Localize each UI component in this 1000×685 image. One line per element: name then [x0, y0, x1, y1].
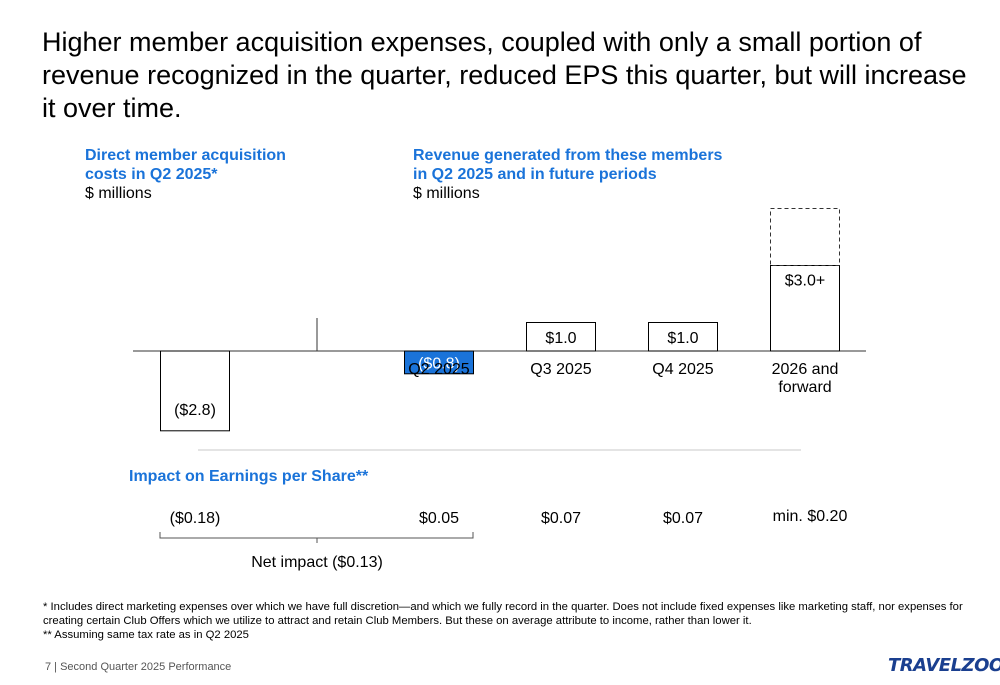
bar-2	[526, 322, 596, 352]
category-label-4-1: forward	[778, 379, 831, 396]
data-label-1: ($0.8)	[418, 355, 460, 372]
eps-title: Impact on Earnings per Share**	[129, 468, 369, 485]
eps-value-0: ($0.18)	[170, 510, 221, 527]
data-label-4: $3.0+	[785, 273, 825, 290]
category-label-2: Q3 2025	[530, 361, 591, 378]
left-panel-unit: $ millions	[85, 185, 152, 202]
right-panel-header: Revenue generated from these members in …	[413, 146, 773, 203]
eps-value-1: $0.05	[419, 510, 459, 527]
net-impact-bracket	[159, 532, 474, 543]
footnote-2: ** Assuming same tax rate as in Q2 2025	[43, 629, 249, 641]
data-label-0: ($2.8)	[174, 402, 216, 419]
data-label-3: $1.0	[667, 330, 698, 347]
bar-1	[404, 350, 474, 375]
logo-text: TRAVELZOO	[888, 655, 1000, 676]
category-label-4: 2026 and	[772, 361, 839, 378]
eps-value-3: $0.07	[663, 510, 703, 527]
right-panel-title-line1: Revenue generated from these members	[413, 147, 723, 164]
right-panel-title-line2: in Q2 2025 and in future periods	[413, 166, 657, 183]
headline: Higher member acquisition expenses, coup…	[42, 27, 967, 123]
bar-3	[648, 322, 718, 352]
eps-value-2: $0.07	[541, 510, 581, 527]
eps-value-4: min. $0.20	[773, 508, 848, 525]
footnotes: * Includes direct marketing expenses ove…	[43, 600, 973, 642]
left-panel-title-line1: Direct member acquisition	[85, 147, 286, 164]
left-panel-title-line2: costs in Q2 2025*	[85, 166, 218, 183]
travelzoo-logo: TRAVELZOO®	[888, 655, 1000, 676]
category-label-1: Q2 2025	[408, 361, 469, 378]
left-panel-header: Direct member acquisition costs in Q2 20…	[85, 146, 345, 203]
right-panel-unit: $ millions	[413, 185, 480, 202]
bar-0	[160, 350, 230, 432]
data-label-2: $1.0	[545, 330, 576, 347]
footnote-1: * Includes direct marketing expenses ove…	[43, 601, 963, 627]
category-label-3: Q4 2025	[652, 361, 713, 378]
acquisition-revenue-chart: ($2.8) ($0.8)Q2 2025 $1.0 Q3 2025 $1.0 Q4 202…	[133, 208, 866, 571]
footer-page-label: 7 | Second Quarter 2025 Performance	[45, 661, 232, 673]
bar-4	[770, 265, 840, 352]
net-impact-label: Net impact ($0.13)	[251, 554, 383, 571]
bar-extension-dashed	[770, 208, 840, 266]
